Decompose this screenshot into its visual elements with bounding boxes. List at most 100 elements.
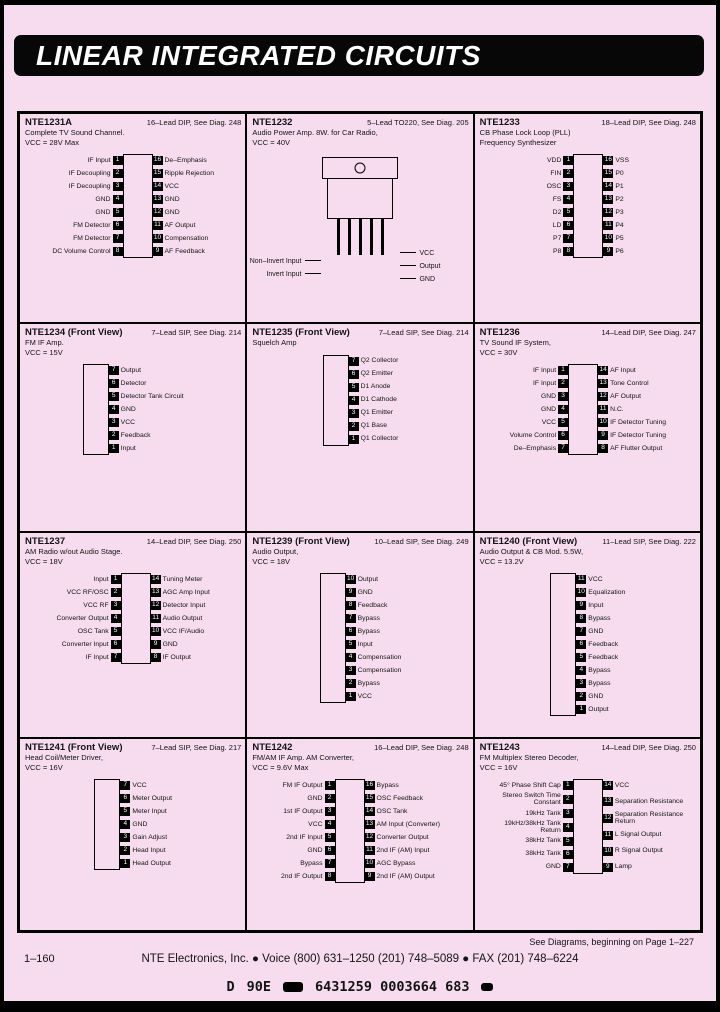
pin-row: 13 AM Input (Converter) bbox=[364, 818, 440, 831]
pinout-diagram: 11 VCC 10 Equalization 9 Input 8 Bypass 7 GND 6 Fee… bbox=[480, 573, 696, 716]
pin-row: IF Input 1 bbox=[52, 154, 123, 167]
pin-row: 1 Input bbox=[108, 442, 184, 455]
description-line: VCC = 28V Max bbox=[25, 137, 79, 147]
pin-label: GND bbox=[132, 820, 148, 828]
pin-row: 3 Compensation bbox=[345, 664, 401, 677]
pin-row: 11 VCC bbox=[576, 573, 625, 586]
pin-number: 16 bbox=[603, 156, 614, 165]
pinout-diagram: FM IF Output 1 GND 2 1st IF Output 3 VCC 4 2nd I… bbox=[252, 779, 468, 883]
ic-package-body bbox=[322, 354, 349, 446]
pin-number: 3 bbox=[558, 392, 569, 401]
pin-number: 10 bbox=[364, 859, 375, 868]
pin-number: 5 bbox=[120, 807, 131, 816]
pin-number: 6 bbox=[108, 379, 119, 388]
pin-label: Bypass bbox=[376, 781, 399, 789]
pin-row: 9 IF Detector Tuning bbox=[598, 429, 666, 442]
pin-row: 4 Bypass bbox=[576, 664, 625, 677]
pin-number: 13 bbox=[603, 195, 614, 204]
pin-number: 1 bbox=[108, 444, 119, 453]
pin-label: Tone Control bbox=[610, 379, 649, 387]
pinout-diagram: IF Input 1 IF Input 2 GND 3 GND 4 VCC 5 Volume Con… bbox=[480, 364, 696, 455]
pin-number: 13 bbox=[602, 796, 613, 806]
pin-number: 2 bbox=[110, 588, 121, 597]
to220-left-labels: Non–Invert Input Invert Input bbox=[250, 255, 321, 281]
barcode-prefix: D bbox=[226, 979, 235, 995]
pin-column-left: 45° Phase Shift Cap 1 Stereo Switch Time C… bbox=[487, 779, 573, 874]
pin-number: 7 bbox=[558, 444, 569, 453]
pin-row: 3 Bypass bbox=[576, 677, 625, 690]
pin-row: 1 Output bbox=[576, 703, 625, 716]
pin-number: 1 bbox=[120, 859, 131, 868]
pin-row: LD 6 bbox=[547, 219, 574, 232]
pin-row: 19kHz/38kHz Tank Return 4 bbox=[487, 820, 573, 835]
pin-label: IF Decoupling bbox=[68, 182, 111, 190]
pin-row: 8 Bypass bbox=[576, 612, 625, 625]
pin-row: 14 VCC bbox=[602, 779, 689, 792]
pin-label: P5 bbox=[615, 234, 624, 242]
pin-row: 7 Q2 Collector bbox=[348, 355, 398, 368]
pin-label: P6 bbox=[615, 247, 624, 255]
pin-row: 7 Bypass bbox=[345, 612, 402, 625]
pin-number: 9 bbox=[345, 588, 356, 597]
part-number: NTE1239 (Front View) bbox=[252, 536, 350, 547]
pin-row: 2 Bypass bbox=[345, 677, 402, 690]
pin-number: 9 bbox=[150, 640, 161, 649]
pin-label: Bypass bbox=[357, 614, 380, 622]
description-line: VCC = 18V bbox=[252, 556, 291, 566]
pin-row: 9 Lamp bbox=[602, 861, 689, 874]
pin-number: 14 bbox=[602, 781, 613, 790]
pin-label: GND bbox=[307, 846, 323, 854]
description-line: Squelch Amp bbox=[252, 338, 297, 347]
to220-leg bbox=[336, 219, 340, 255]
part-number: NTE1241 (Front View) bbox=[25, 742, 123, 753]
pin-label: Feedback bbox=[120, 431, 151, 439]
pin-number: 7 bbox=[324, 859, 335, 868]
pin-label: 2nd IF Output bbox=[280, 872, 323, 880]
package-info: 14–Lead DIP, See Diag. 250 bbox=[601, 743, 696, 752]
pin-number: 13 bbox=[152, 195, 163, 204]
pin-number: 11 bbox=[576, 575, 587, 584]
pin-number: 2 bbox=[324, 794, 335, 803]
pin-number: 3 bbox=[112, 182, 123, 191]
pin-row: 14 AF Input bbox=[598, 364, 666, 377]
ic-package-body bbox=[122, 154, 153, 258]
to220-mounting-tab bbox=[322, 157, 399, 179]
pin-label: Ripple Rejection bbox=[164, 169, 215, 177]
pin-column-left: IF Input 1 IF Input 2 GND 3 GND 4 VCC 5 Volume Con… bbox=[510, 364, 569, 455]
cell-header: NTE1241 (Front View) 7–Lead SIP, See Diag… bbox=[25, 742, 241, 753]
pin-row: 1 VCC bbox=[345, 690, 402, 703]
pin-row: 14 VCC bbox=[152, 180, 215, 193]
pin-label: AGC Amp Input bbox=[162, 588, 210, 596]
pin-number: 4 bbox=[562, 822, 573, 832]
pin-number: 5 bbox=[112, 208, 123, 217]
part-number: NTE1234 (Front View) bbox=[25, 327, 123, 338]
pin-number: 6 bbox=[112, 221, 123, 230]
pin-row: FS 4 bbox=[547, 193, 574, 206]
pin-number: 12 bbox=[603, 208, 614, 217]
pin-row: 4 GND bbox=[120, 818, 172, 831]
description-line: VCC = 16V bbox=[25, 762, 63, 772]
pin-number: 6 bbox=[348, 369, 359, 379]
pin-label: GND bbox=[357, 588, 373, 596]
ic-package-body bbox=[94, 779, 121, 870]
pin-column-right: 14 Tuning Meter 13 AGC Amp Input 12 Detector … bbox=[150, 573, 210, 664]
pin-row: 12 GND bbox=[152, 206, 215, 219]
pin-number: 13 bbox=[598, 379, 609, 388]
pin-column-right: 14 AF Input 13 Tone Control 12 AF Output 11 N.C… bbox=[598, 364, 666, 455]
pin-label: GND bbox=[164, 195, 180, 203]
pin-row: 1st IF Output 3 bbox=[281, 805, 335, 818]
pin-number: 4 bbox=[108, 405, 119, 414]
pin-label: AF Output bbox=[610, 392, 642, 400]
pin-row: 7 VCC bbox=[120, 779, 172, 792]
pin-label: Bypass bbox=[588, 614, 611, 622]
pin-label: GND bbox=[307, 794, 323, 802]
description-line: VCC = 15V bbox=[25, 347, 63, 357]
pin-number: 15 bbox=[603, 169, 614, 178]
pin-label: N.C. bbox=[610, 405, 624, 413]
pin-label: Meter Input bbox=[132, 807, 167, 815]
pin-row: P7 7 bbox=[547, 232, 574, 245]
description-line: Complete TV Sound Channel. bbox=[25, 128, 125, 137]
pin-row: 11 P4 bbox=[603, 219, 629, 232]
pin-label: GND bbox=[540, 405, 557, 413]
pin-row: IF Input 7 bbox=[56, 651, 121, 664]
